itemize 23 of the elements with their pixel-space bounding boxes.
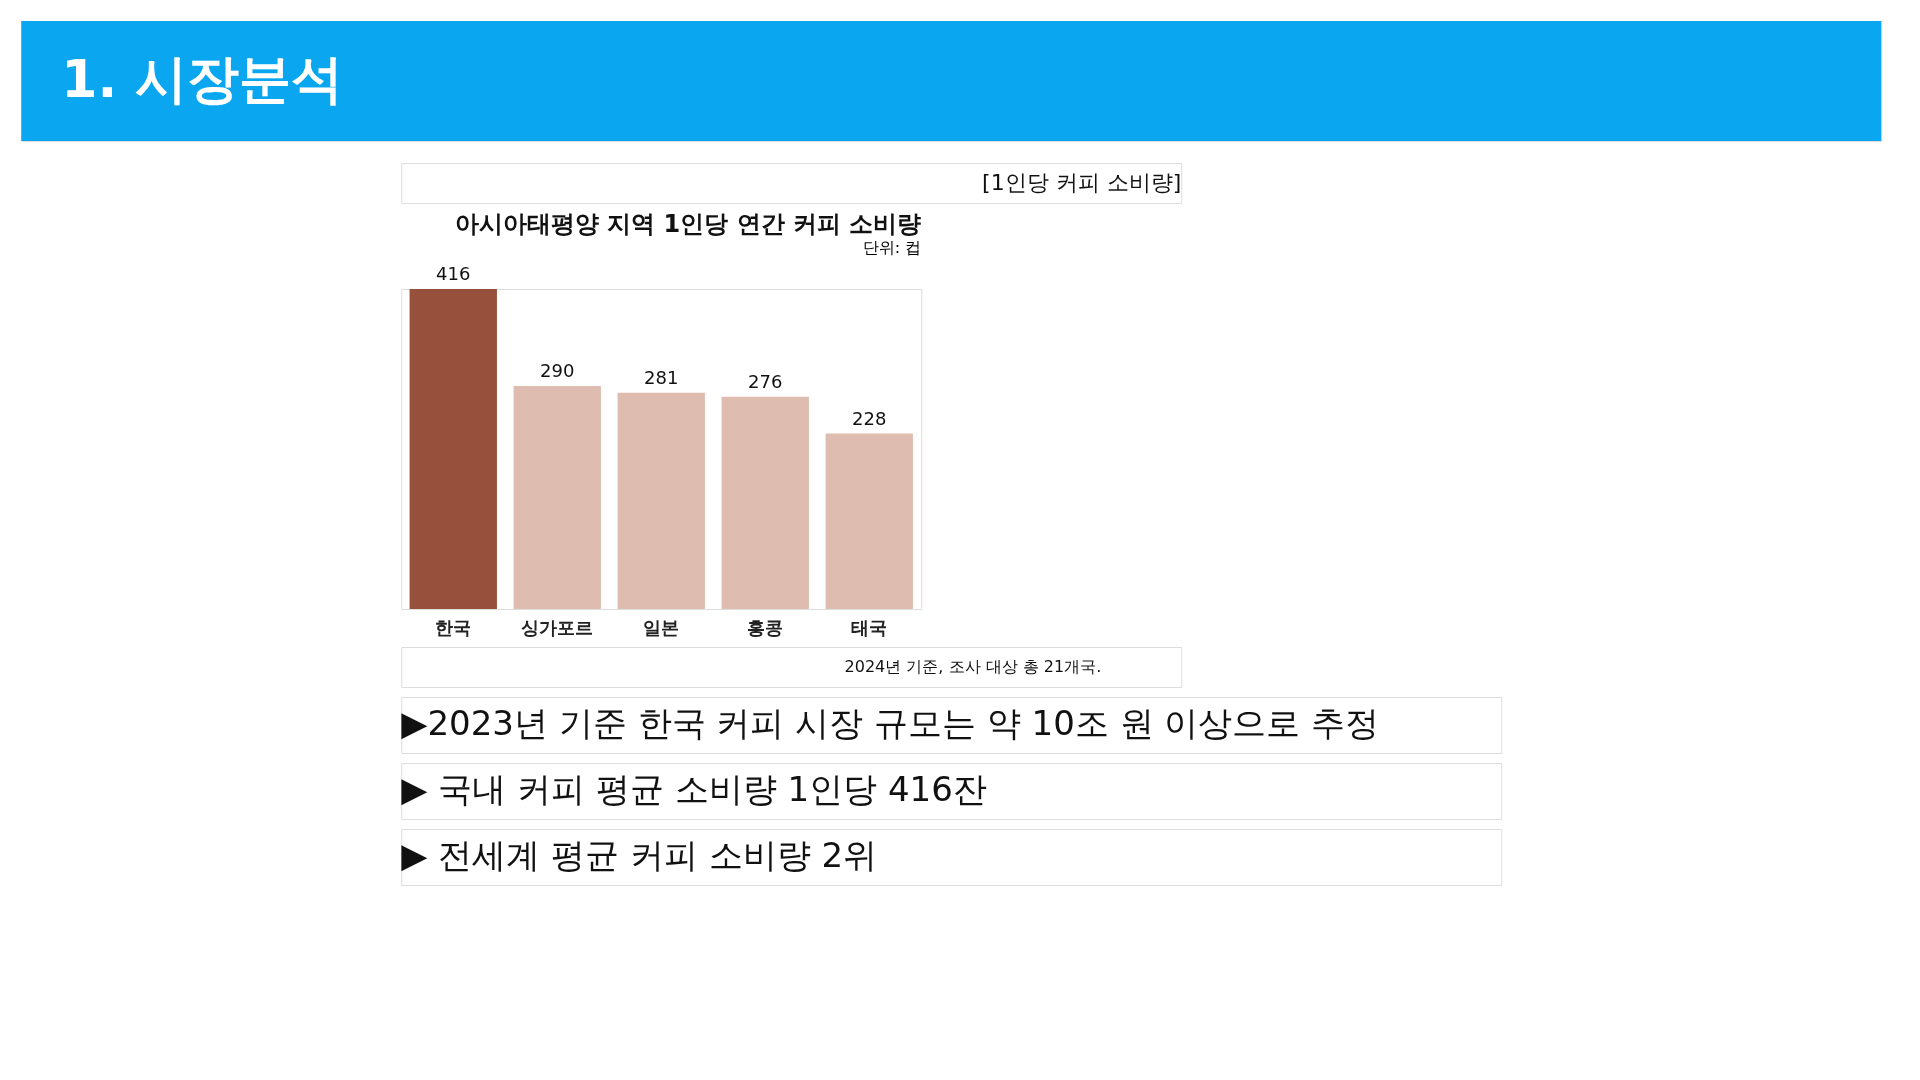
data-label: 416 [436, 263, 471, 284]
bar [721, 396, 809, 609]
text: ▶ 전세계 평균 커피 소비량 2위 [401, 835, 878, 875]
bar [409, 289, 497, 609]
x-tick-label: 홍콩 [747, 616, 784, 638]
data-label: 276 [748, 370, 783, 392]
text: 1. 시장분석 [61, 49, 344, 109]
x-tick-label: 싱가포르 [521, 616, 594, 638]
x-tick-label: 태국 [851, 616, 888, 638]
text: [1인당 커피 소비량] [982, 170, 1182, 195]
x-tick-label: 한국 [435, 616, 472, 638]
bar [825, 433, 913, 609]
bar [617, 392, 705, 609]
chart-subtitle: 단위: 컵 [862, 238, 922, 257]
text: 2024년 기준, 조사 대상 총 21개국. [844, 657, 1102, 676]
data-label: 281 [644, 366, 679, 388]
chart-title: 아시아태평양 지역 1인당 연간 커피 소비량 [454, 210, 922, 238]
text: ▶ 국내 커피 평균 소비량 1인당 416잔 [401, 769, 987, 809]
x-tick-label: 일본 [643, 616, 680, 638]
data-label: 290 [540, 359, 575, 381]
bar [513, 385, 601, 609]
text: ▶2023년 기준 한국 커피 시장 규모는 약 10조 원 이상으로 추정 [401, 703, 1380, 743]
data-label: 228 [852, 407, 887, 429]
